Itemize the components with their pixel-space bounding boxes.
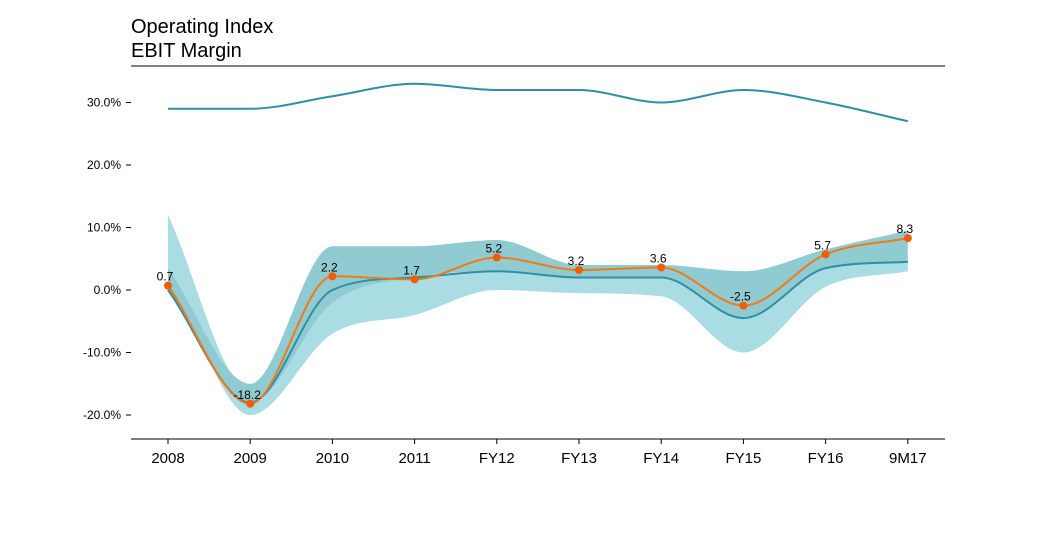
y-tick-label: -20.0% xyxy=(83,408,121,422)
ebit-point xyxy=(164,281,172,290)
y-tick-label: -10.0% xyxy=(83,346,121,360)
y-tick-label: 30.0% xyxy=(87,96,121,110)
y-tick-label: 10.0% xyxy=(87,221,121,235)
x-tick-label: FY14 xyxy=(643,450,679,467)
data-label: 5.7 xyxy=(814,238,831,252)
x-tick-label: 2009 xyxy=(234,450,267,467)
x-tick-label: 9M17 xyxy=(889,450,927,467)
y-tick-label: 20.0% xyxy=(87,158,121,172)
ebit-point xyxy=(821,250,830,259)
x-tick-label: 2010 xyxy=(316,450,349,467)
data-label: -18.2 xyxy=(234,388,262,402)
data-label: 3.2 xyxy=(568,254,585,268)
ebit-point xyxy=(328,272,337,281)
upper-series-line xyxy=(168,82,909,123)
data-label: 5.2 xyxy=(485,242,502,256)
ebit-point xyxy=(903,234,912,243)
data-label: 3.6 xyxy=(650,252,667,266)
data-label: 1.7 xyxy=(403,263,420,277)
x-tick-label: FY16 xyxy=(808,450,844,467)
data-label: 2.2 xyxy=(321,260,338,274)
data-label: 8.3 xyxy=(896,222,913,236)
median-series-line xyxy=(167,260,908,404)
ebit-series-line xyxy=(167,237,908,405)
x-tick-label: FY13 xyxy=(561,450,597,467)
ebit-point xyxy=(492,253,501,262)
x-tick-label: FY15 xyxy=(725,450,761,467)
y-tick-label: 0.0% xyxy=(94,283,122,297)
ebit-point xyxy=(657,263,666,272)
inner-band-area xyxy=(168,230,908,403)
outer-band-area xyxy=(168,215,908,415)
plot-area: 0.7 -18.2 2.2 1.7 5.2 3.2 3.6 -2.5 5.7 8.3 -20.0% -… xyxy=(83,82,945,467)
ebit-point xyxy=(246,399,255,408)
data-label: -2.5 xyxy=(730,290,751,304)
chart-subtitle: EBIT Margin xyxy=(131,40,242,62)
ebit-point xyxy=(739,301,748,310)
x-tick-label: 2008 xyxy=(151,450,184,467)
x-tick-label: 2011 xyxy=(398,450,430,467)
x-tick-label: FY12 xyxy=(479,450,515,467)
ebit-point xyxy=(575,266,583,274)
chart-title: Operating Index xyxy=(131,16,273,38)
data-label: 0.7 xyxy=(157,270,174,284)
ebit-point xyxy=(410,275,419,284)
